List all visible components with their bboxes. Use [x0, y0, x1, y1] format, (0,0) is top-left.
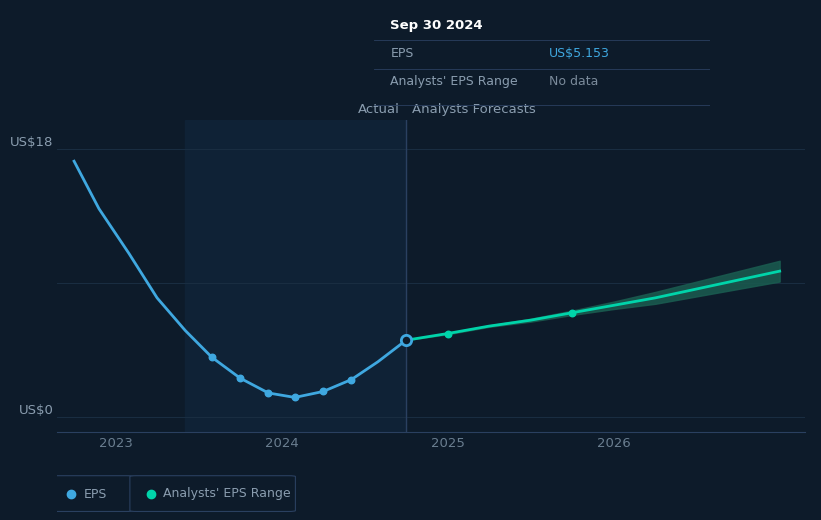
Text: US$0: US$0: [19, 404, 53, 417]
FancyBboxPatch shape: [51, 476, 133, 512]
Point: [345, 375, 358, 384]
Text: US$5.153: US$5.153: [548, 47, 609, 60]
Text: Analysts Forecasts: Analysts Forecasts: [412, 103, 536, 116]
Point: [205, 353, 218, 361]
Point: [566, 308, 579, 317]
Point: [317, 387, 330, 396]
Text: US$18: US$18: [11, 136, 53, 149]
Text: Sep 30 2024: Sep 30 2024: [391, 19, 483, 32]
Point: [400, 336, 413, 344]
Text: EPS: EPS: [391, 47, 414, 60]
FancyBboxPatch shape: [130, 476, 296, 512]
Bar: [186, 120, 406, 432]
Text: Analysts' EPS Range: Analysts' EPS Range: [163, 488, 291, 500]
Point: [441, 329, 454, 337]
Text: Actual: Actual: [358, 103, 400, 116]
Point: [262, 389, 275, 397]
Point: [233, 374, 246, 382]
Text: EPS: EPS: [84, 488, 107, 500]
Point: [288, 393, 301, 401]
Text: Analysts' EPS Range: Analysts' EPS Range: [391, 75, 518, 88]
Text: No data: No data: [548, 75, 598, 88]
